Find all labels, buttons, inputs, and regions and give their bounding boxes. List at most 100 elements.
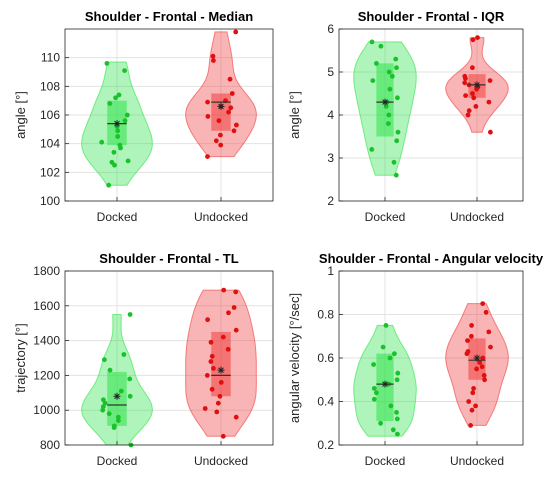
data-point: [386, 69, 392, 75]
data-point: [463, 76, 468, 81]
data-point: [388, 403, 394, 409]
data-point: [127, 312, 133, 317]
data-point: [124, 112, 130, 118]
data-point: [473, 104, 479, 109]
y-tick-label: 1000: [33, 403, 60, 417]
x-tick-label: Undocked: [450, 454, 504, 468]
data-point: [466, 108, 472, 114]
mean-marker: [113, 392, 121, 400]
y-tick-label: 106: [40, 108, 60, 122]
y-tick-label: 3: [327, 151, 334, 165]
data-point: [218, 380, 224, 385]
data-point: [393, 172, 399, 178]
data-point: [488, 344, 493, 350]
data-point: [395, 95, 400, 101]
data-point: [465, 112, 471, 118]
y-tick-label: 0.6: [317, 351, 334, 365]
data-point: [470, 390, 476, 396]
data-point: [462, 80, 468, 86]
data-point: [468, 423, 473, 428]
data-point: [217, 393, 223, 399]
data-point: [395, 370, 401, 376]
data-point: [464, 351, 470, 357]
data-point: [214, 409, 220, 415]
data-point: [115, 128, 121, 134]
data-point: [209, 353, 215, 359]
y-tick-label: 100: [40, 194, 60, 208]
data-point: [226, 109, 232, 115]
data-point: [106, 411, 112, 417]
data-point: [486, 329, 492, 335]
data-point: [112, 162, 117, 168]
panel-4: 0.2 0.4 0.6 0.8 1 Docked Undocked Shoulder - Fr…: [287, 251, 544, 468]
x-tick-label: Undocked: [450, 210, 504, 224]
y-tick-label: 4: [327, 108, 334, 122]
data-point: [471, 386, 476, 391]
data-point: [371, 386, 377, 391]
data-point: [386, 121, 391, 126]
y-tick-label: 6: [327, 22, 334, 36]
data-point: [387, 86, 393, 92]
data-point: [488, 129, 493, 135]
y-axis-label: angle [°]: [287, 91, 302, 139]
data-point: [205, 114, 211, 119]
data-point: [470, 91, 475, 96]
data-point: [369, 147, 375, 152]
data-point: [389, 73, 395, 79]
data-point: [229, 91, 235, 96]
x-tick-label: Docked: [365, 210, 406, 224]
data-point: [118, 145, 123, 151]
y-tick-label: 1200: [33, 368, 60, 382]
data-point: [228, 105, 234, 111]
data-point: [118, 388, 124, 394]
data-point: [113, 95, 118, 101]
data-point: [208, 339, 214, 345]
data-point: [111, 425, 117, 430]
data-point: [380, 344, 386, 350]
data-point: [220, 334, 226, 340]
data-point: [220, 433, 226, 439]
data-point: [116, 92, 122, 98]
y-tick-label: 0.4: [317, 395, 334, 409]
data-point: [391, 159, 397, 165]
data-point: [470, 37, 476, 43]
data-point: [469, 333, 474, 339]
plot-area: [65, 271, 273, 445]
data-point: [205, 154, 210, 160]
data-point: [482, 377, 487, 383]
data-point: [395, 129, 401, 135]
data-point: [116, 418, 121, 423]
data-point: [475, 35, 480, 40]
data-point: [474, 366, 479, 372]
data-point: [392, 351, 397, 357]
data-point: [369, 39, 375, 45]
data-point: [111, 149, 117, 155]
data-point: [394, 377, 400, 383]
data-point: [477, 360, 483, 365]
chart-title: Shoulder - Frontal - IQR: [358, 9, 505, 24]
x-tick-label: Undocked: [194, 454, 248, 468]
data-point: [466, 399, 472, 404]
mean-marker: [217, 366, 225, 374]
data-point: [394, 138, 400, 144]
data-point: [227, 76, 233, 82]
data-point: [394, 416, 400, 422]
data-point: [213, 138, 219, 144]
data-point: [104, 61, 110, 66]
data-point: [370, 78, 376, 83]
data-point: [374, 61, 379, 66]
data-point: [480, 355, 486, 361]
data-point: [211, 58, 216, 63]
x-tick-label: Docked: [365, 454, 406, 468]
data-point: [107, 101, 113, 106]
y-tick-label: 2: [327, 194, 334, 208]
data-point: [383, 323, 389, 328]
data-point: [469, 323, 474, 328]
mean-marker: [217, 102, 225, 110]
y-axis-label: angular velocity [°/sec]: [287, 293, 302, 423]
data-point: [115, 134, 121, 139]
data-point: [378, 420, 383, 426]
data-point: [378, 43, 384, 49]
